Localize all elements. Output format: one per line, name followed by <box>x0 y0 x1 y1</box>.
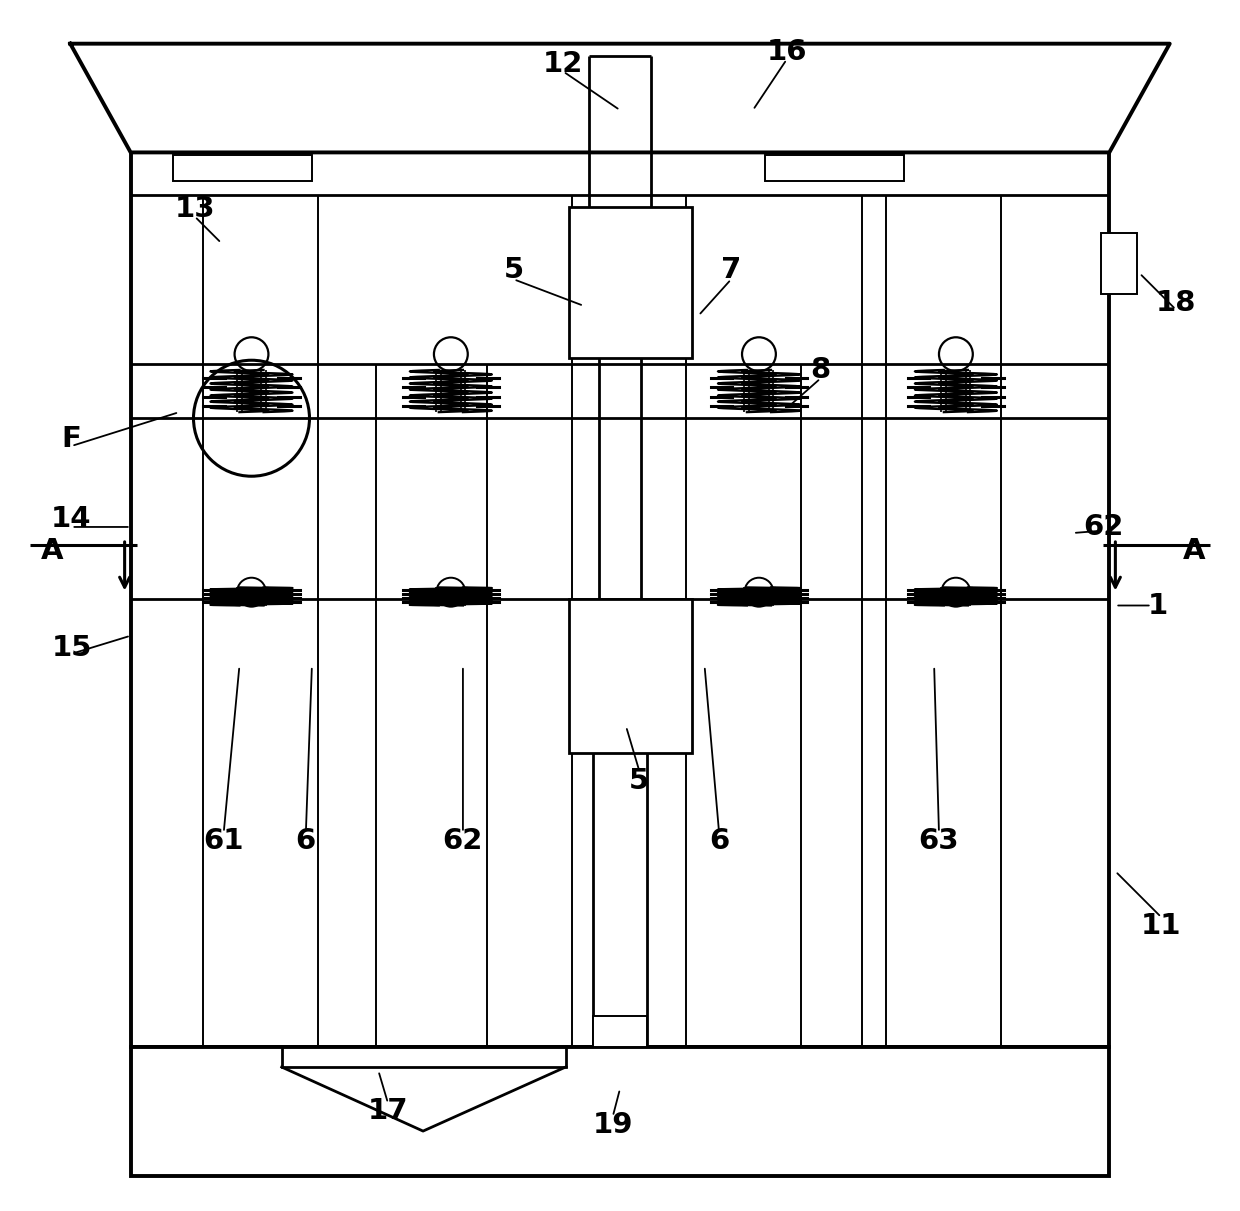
Text: 62: 62 <box>443 827 484 855</box>
Text: 19: 19 <box>593 1110 632 1140</box>
Text: 61: 61 <box>203 827 244 855</box>
Text: 1: 1 <box>1147 591 1168 620</box>
Text: 6: 6 <box>295 827 316 855</box>
Text: 63: 63 <box>919 827 960 855</box>
Text: F: F <box>62 425 82 453</box>
Text: 17: 17 <box>368 1096 408 1125</box>
Bar <box>1101 234 1137 294</box>
Text: 62: 62 <box>1083 513 1123 541</box>
Bar <box>765 155 904 182</box>
Text: 5: 5 <box>503 256 523 283</box>
Text: A: A <box>41 538 63 566</box>
Bar <box>130 1046 1110 1176</box>
Text: 5: 5 <box>629 767 650 794</box>
Bar <box>130 153 1110 1046</box>
Bar <box>569 207 692 357</box>
Text: 15: 15 <box>51 633 92 661</box>
Text: 18: 18 <box>1156 289 1195 317</box>
Text: 11: 11 <box>1141 912 1182 940</box>
Text: 13: 13 <box>175 195 215 223</box>
Text: 8: 8 <box>811 356 831 384</box>
Bar <box>593 1016 647 1046</box>
Text: 6: 6 <box>709 827 729 855</box>
Bar <box>172 155 312 182</box>
Text: 7: 7 <box>720 256 742 283</box>
Text: 16: 16 <box>766 38 807 67</box>
Text: 14: 14 <box>51 505 92 533</box>
Text: A: A <box>1183 538 1205 566</box>
Bar <box>569 599 692 753</box>
Polygon shape <box>71 44 1169 153</box>
Text: 12: 12 <box>543 50 583 79</box>
